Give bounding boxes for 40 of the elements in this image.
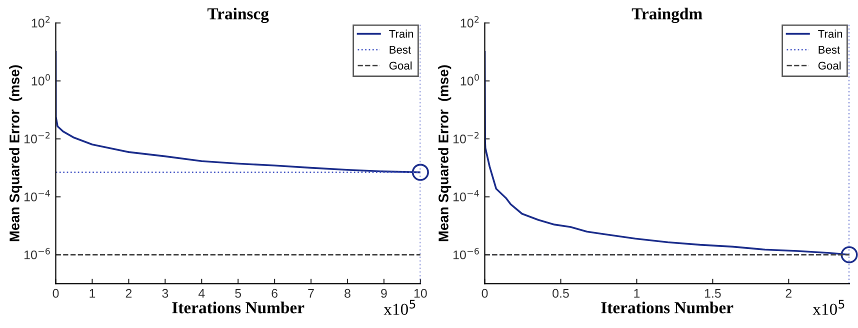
text: x10$^{5}$	[812, 300, 844, 315]
x-tick-label: 1	[634, 289, 640, 298]
x-axis-title: Iterations Number	[601, 302, 734, 314]
y-tick-label: 10$^{−4}$	[453, 190, 479, 202]
x-tick-label: 2	[126, 288, 132, 298]
y-axis-title: Mean Squared Error (mse)	[438, 65, 452, 242]
y-tick-label: 10$^{−6}$	[24, 248, 50, 260]
legend-label: Goal	[818, 61, 841, 70]
chart-title: Traingdm	[632, 8, 702, 23]
y-tick-label: 10$^{0}$	[32, 74, 50, 86]
x-tick-label: 0	[52, 288, 59, 298]
y-tick-label: 10$^{0}$	[460, 74, 479, 86]
y-tick-label: 10$^{−6}$	[453, 248, 479, 260]
x-tick-label: 10	[414, 288, 427, 298]
legend-label: Goal	[389, 61, 412, 70]
chart-title: Trainscg	[207, 8, 269, 23]
x-tick-label: 1	[90, 289, 96, 298]
x-tick-label: 5	[235, 289, 242, 298]
x-tick-label: 0	[482, 288, 488, 298]
x-tick-label: 8	[344, 288, 350, 298]
y-tick-label: 10$^{2}$	[460, 16, 479, 28]
text: x10$^{5}$	[384, 300, 416, 315]
x-tick-label: 1.5	[704, 289, 721, 298]
y-tick-label: 10$^{−2}$	[24, 132, 50, 144]
x-tick-label: 3	[162, 288, 168, 298]
legend-label: Best	[390, 46, 412, 54]
x-tick-label: 2	[786, 288, 792, 298]
x-tick-label: 0.5	[552, 288, 569, 298]
legend-label: Best	[818, 46, 840, 54]
legend-label: Train	[818, 30, 842, 38]
x-axis-title: Iterations Number	[172, 302, 304, 314]
x-tick-label: 9	[381, 288, 387, 298]
legend-label: Train	[389, 30, 414, 38]
y-tick-label: 10$^{2}$	[32, 16, 50, 28]
y-tick-label: 10$^{−2}$	[453, 132, 479, 144]
x-tick-label: 7	[308, 289, 314, 298]
x-tick-label: 6	[272, 288, 278, 298]
y-tick-label: 10$^{−4}$	[24, 190, 50, 202]
y-axis-title: Mean Squared Error (mse)	[9, 65, 22, 242]
x-tick-label: 4	[198, 289, 205, 298]
